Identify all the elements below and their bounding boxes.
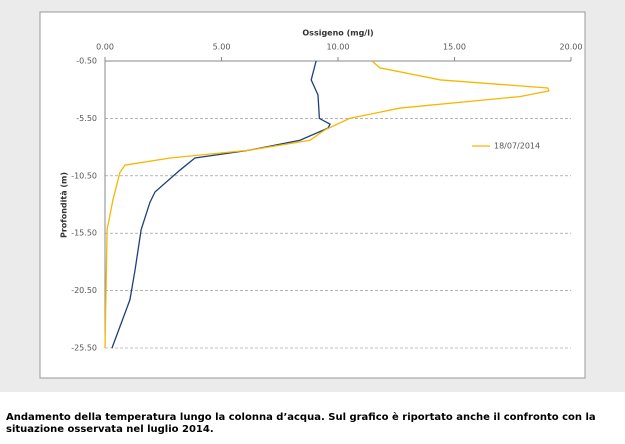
legend-label: 18/07/2014 xyxy=(494,142,540,151)
y-tick-label: -10.50 xyxy=(71,171,97,180)
x-tick-label: 5.00 xyxy=(213,43,231,52)
x-tick-label: 15.00 xyxy=(443,43,466,52)
x-tick-label: 0.00 xyxy=(96,43,114,52)
y-tick-label: -5.50 xyxy=(76,114,97,123)
caption: Andamento della temperatura lungo la col… xyxy=(6,412,596,435)
data-line xyxy=(104,60,550,349)
chart: Ossigeno (mg/l) Profondità (m) -0.50 -5.5… xyxy=(39,11,586,379)
y-axis-label: Profondità (m) xyxy=(60,172,69,238)
x-tick-label: 10.00 xyxy=(327,43,350,52)
y-tick-label: -20.50 xyxy=(71,286,97,295)
y-tick-label: -25.50 xyxy=(71,344,97,353)
x-tick-label: 20.00 xyxy=(560,43,583,52)
y-tick-label: -15.50 xyxy=(71,229,97,238)
y-tick-label: -0.50 xyxy=(76,57,97,66)
x-axis-label: Ossigeno (mg/l) xyxy=(302,29,373,38)
